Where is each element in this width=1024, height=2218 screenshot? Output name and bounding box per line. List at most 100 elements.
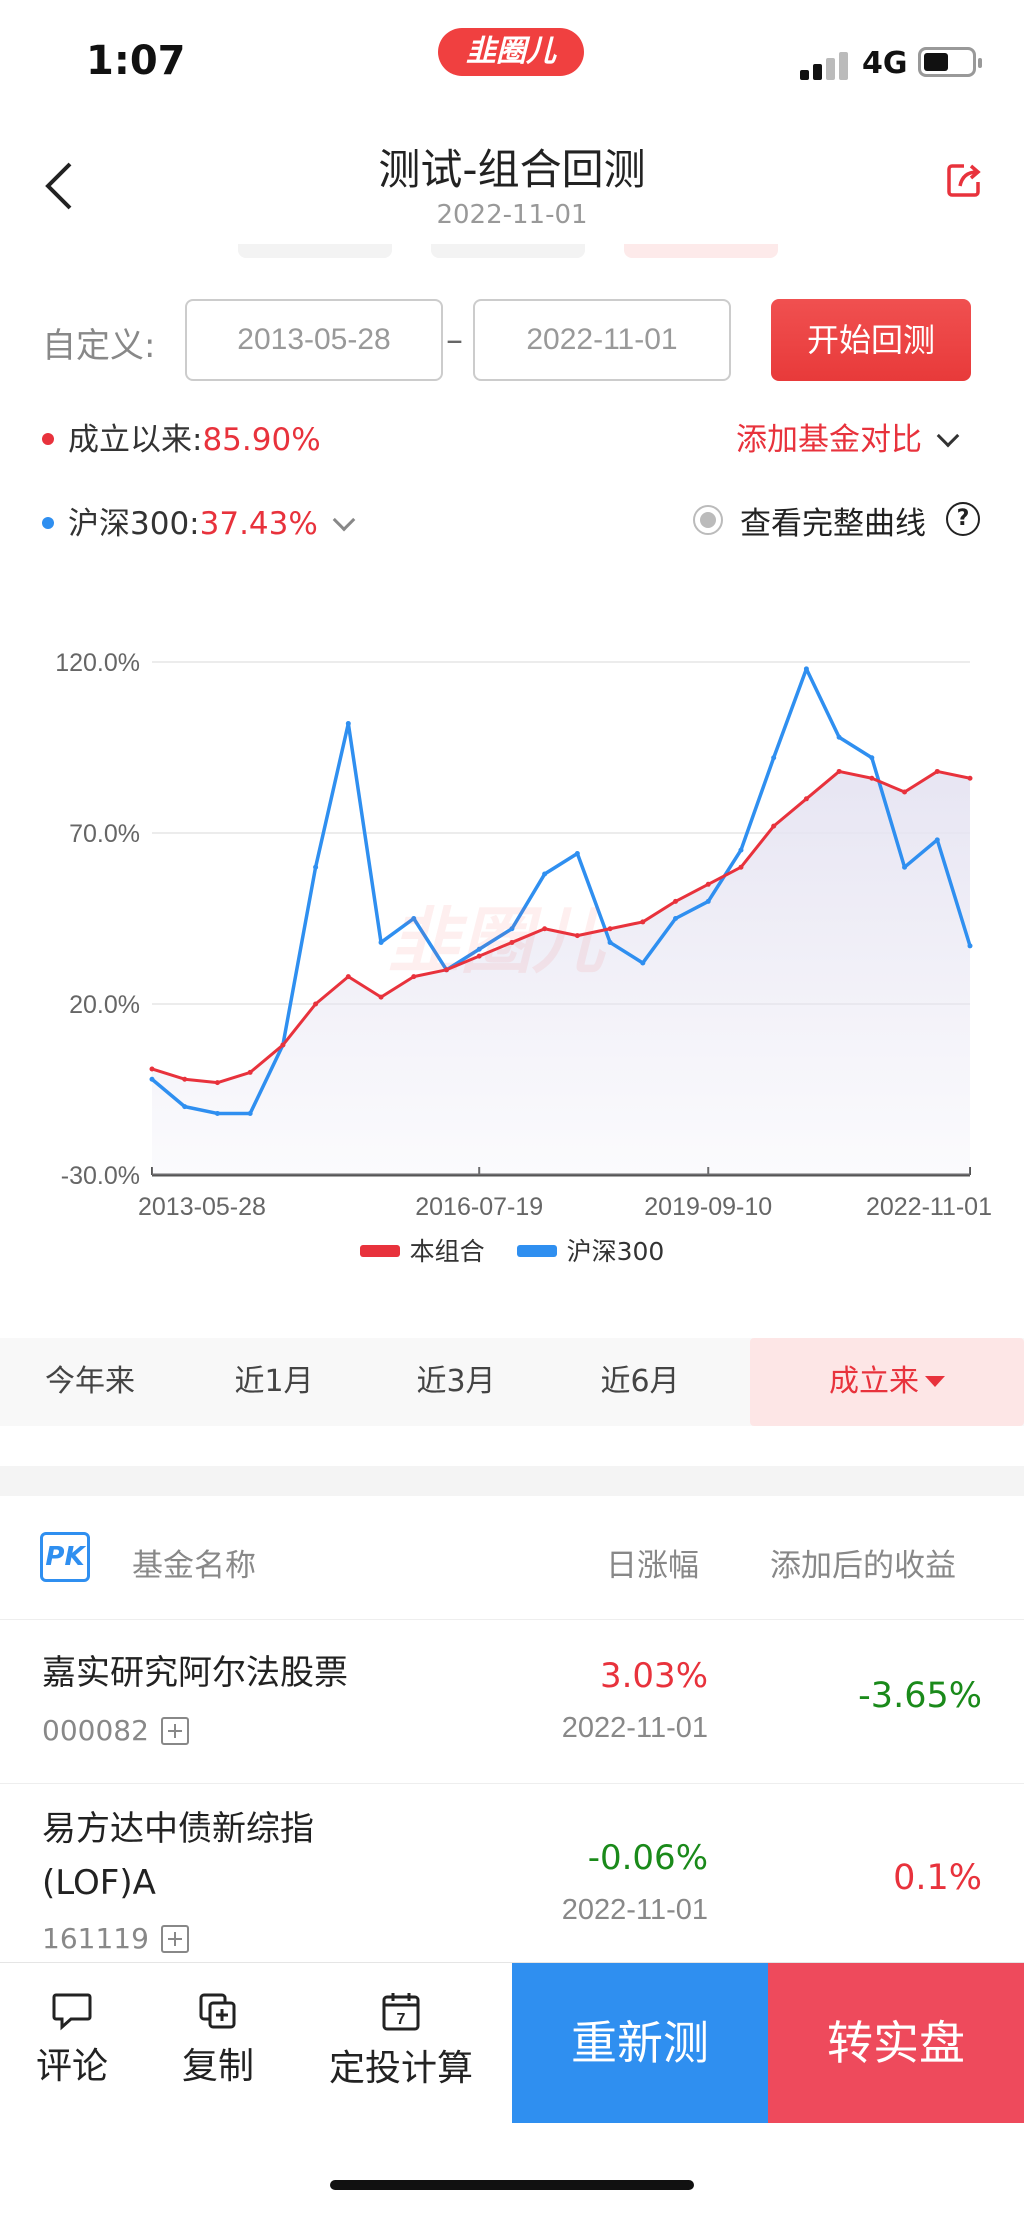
- nav-bar: 测试-组合回测 2022-11-01: [0, 120, 1024, 240]
- x-tick-label: 2013-05-28: [138, 1193, 266, 1221]
- legend-benchmark: 沪深300: [516, 1232, 664, 1268]
- benchmark-point: [542, 871, 548, 877]
- retest-button[interactable]: 重新测: [512, 1963, 768, 2123]
- portfolio-point: [411, 974, 417, 980]
- portfolio-point: [803, 796, 809, 802]
- col-added-return: 添加后的收益: [770, 1548, 956, 1584]
- fund-name-line-2: (LOF)A: [42, 1863, 156, 1903]
- portfolio-point: [149, 1066, 155, 1072]
- tab-3-months[interactable]: 近3月: [416, 1364, 496, 1399]
- since-inception-value: 85.90%: [202, 422, 321, 458]
- pk-icon[interactable]: PK: [40, 1532, 90, 1582]
- chart-svg: 120.0% 70.0% 20.0% -30.0% 2013-05-28 2016-07-…: [55, 649, 992, 1221]
- benchmark-line: [150, 667, 972, 1116]
- portfolio-point: [934, 768, 940, 774]
- portfolio-line: [151, 769, 971, 1085]
- portfolio-point: [771, 823, 777, 829]
- comment-icon: [52, 1993, 92, 2031]
- col-fund-name: 基金名称: [132, 1548, 256, 1584]
- app-logo: 韭圈儿: [438, 28, 584, 76]
- benchmark-point: [640, 960, 646, 966]
- portfolio-dot: [42, 432, 54, 445]
- copy-button[interactable]: 复制: [164, 1963, 272, 2123]
- fund-row[interactable]: 嘉实研究阿尔法股票 000082 3.03% 2022-11-01 -3.65%: [0, 1620, 1024, 1784]
- portfolio-point: [902, 789, 908, 795]
- benchmark-point: [607, 939, 613, 945]
- tab-since-inception[interactable]: 成立来: [750, 1338, 1024, 1426]
- portfolio-point: [542, 926, 548, 932]
- calendar-icon: 7: [382, 1993, 420, 2031]
- chart-legend: 本组合 沪深300: [0, 1232, 1024, 1268]
- comment-button[interactable]: 评论: [18, 1963, 126, 2123]
- x-tick-label: 2022-11-01: [866, 1193, 992, 1221]
- plus-box-icon[interactable]: [160, 1717, 189, 1745]
- y-tick-label: 70.0%: [69, 820, 140, 848]
- portfolio-point: [607, 926, 613, 932]
- benchmark-point: [836, 734, 842, 740]
- caret-down-icon: [925, 1376, 945, 1387]
- portfolio-point: [836, 768, 842, 774]
- battery-icon: [918, 47, 982, 77]
- start-backtest-button[interactable]: 开始回测: [771, 299, 971, 381]
- portfolio-point: [214, 1080, 220, 1086]
- tab-ytd[interactable]: 今年来: [45, 1364, 135, 1399]
- benchmark-point: [378, 939, 384, 945]
- portfolio-point: [673, 898, 679, 904]
- benchmark-point: [673, 916, 679, 921]
- portfolio-point: [869, 775, 875, 781]
- benchmark-point: [934, 837, 940, 843]
- benchmark-dot: [42, 516, 54, 529]
- range-separator: –: [446, 320, 463, 360]
- y-tick-label: -30.0%: [61, 1162, 140, 1190]
- benchmark-stat[interactable]: 沪深300:37.43%: [42, 498, 356, 542]
- plus-box-icon[interactable]: [160, 1925, 189, 1953]
- tab-1-month[interactable]: 近1月: [234, 1364, 314, 1399]
- fund-code: 161119: [42, 1920, 189, 1955]
- portfolio-point: [247, 1069, 253, 1075]
- page-subtitle-date: 2022-11-01: [436, 200, 588, 230]
- benchmark-point: [902, 864, 908, 870]
- fund-daily-change: -0.06%: [587, 1838, 708, 1878]
- portfolio-point: [182, 1076, 188, 1082]
- add-fund-compare-button[interactable]: 添加基金对比: [736, 414, 960, 459]
- benchmark-point: [509, 926, 515, 932]
- full-curve-label[interactable]: 查看完整曲线: [740, 506, 926, 542]
- benchmark-point: [476, 946, 482, 952]
- benchmark-point: [313, 864, 319, 870]
- status-time: 1:07: [86, 38, 186, 84]
- y-tick-label: 20.0%: [69, 991, 140, 1019]
- since-inception-stat: 成立以来:85.90%: [42, 414, 321, 458]
- col-daily-change: 日涨幅: [606, 1548, 699, 1584]
- bottom-toolbar: 评论 复制 7 定投计算 重新测 转实盘: [0, 1962, 1024, 2123]
- start-date-input[interactable]: 2013-05-28: [185, 299, 443, 381]
- portfolio-point: [574, 933, 580, 939]
- end-date-input[interactable]: 2022-11-01: [473, 299, 731, 381]
- full-curve-radio[interactable]: [693, 505, 723, 535]
- home-indicator: [330, 2180, 694, 2190]
- portfolio-point: [280, 1042, 286, 1048]
- back-arrow-icon[interactable]: [40, 156, 80, 216]
- benchmark-point: [771, 755, 777, 761]
- help-icon[interactable]: ?: [946, 502, 980, 536]
- fund-added-return: -3.65%: [858, 1676, 982, 1716]
- copy-icon: [199, 1993, 236, 2029]
- benchmark-point: [738, 847, 744, 853]
- custom-range-label: 自定义:: [42, 326, 156, 366]
- tab-6-months[interactable]: 近6月: [600, 1364, 680, 1399]
- sip-calculator-button[interactable]: 7 定投计算: [316, 1963, 486, 2123]
- chevron-down-icon: [936, 424, 960, 448]
- benchmark-point: [345, 721, 351, 727]
- portfolio-point: [509, 939, 515, 945]
- section-divider: [0, 1466, 1024, 1496]
- benchmark-point: [574, 851, 580, 857]
- period-tabs: 今年来 近1月 近3月 近6月 成立来: [0, 1338, 1024, 1426]
- share-icon[interactable]: [944, 160, 984, 200]
- fund-name: 嘉实研究阿尔法股票: [42, 1653, 348, 1693]
- portfolio-point: [476, 953, 482, 959]
- portfolio-area: [152, 771, 970, 1175]
- benchmark-value: 37.43%: [199, 506, 318, 542]
- network-type: 4G: [862, 46, 908, 81]
- backtest-chart: 120.0% 70.0% 20.0% -30.0% 2013-05-28 2016-07-…: [0, 620, 1024, 1280]
- to-real-portfolio-button[interactable]: 转实盘: [768, 1963, 1024, 2123]
- fund-row[interactable]: 易方达中债新综指 (LOF)A 161119 -0.06% 2022-11-01…: [0, 1784, 1024, 1964]
